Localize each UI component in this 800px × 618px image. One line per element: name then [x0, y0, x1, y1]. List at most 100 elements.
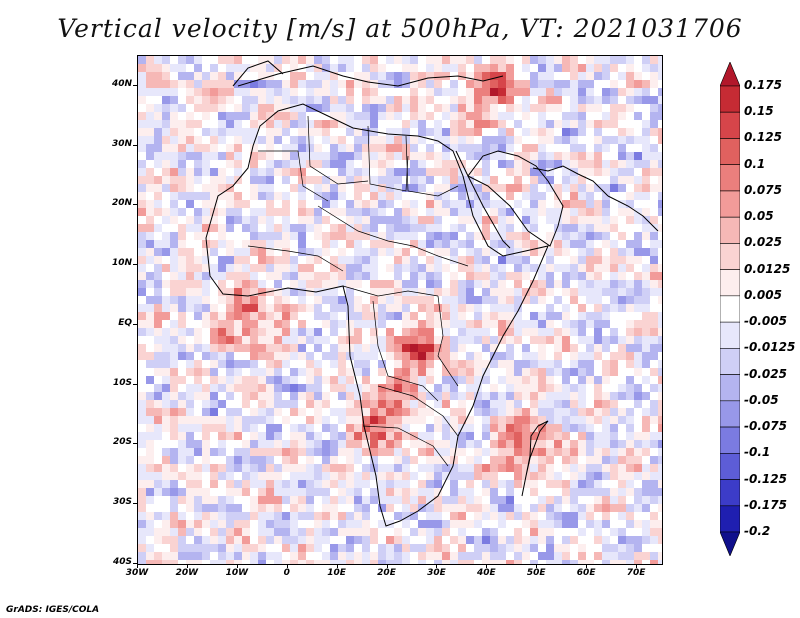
field-cell: [226, 520, 234, 528]
field-cell: [514, 264, 522, 272]
field-cell: [538, 176, 546, 184]
field-cell: [194, 72, 202, 80]
field-cell: [186, 208, 194, 216]
field-cell: [586, 408, 594, 416]
field-cell: [530, 152, 538, 160]
field-cell: [466, 336, 474, 344]
field-cell: [138, 560, 146, 564]
field-cell: [202, 288, 210, 296]
field-cell: [138, 192, 146, 200]
field-cell: [618, 376, 626, 384]
field-cell: [458, 136, 466, 144]
field-cell: [650, 488, 658, 496]
field-cell: [586, 192, 594, 200]
field-cell: [394, 80, 402, 88]
field-cell: [162, 176, 170, 184]
field-cell: [618, 368, 626, 376]
field-cell: [530, 552, 538, 560]
field-cell: [202, 80, 210, 88]
field-cell: [354, 368, 362, 376]
field-cell: [274, 384, 282, 392]
field-cell: [138, 272, 146, 280]
map-plot-area[interactable]: [137, 55, 663, 565]
field-cell: [594, 112, 602, 120]
field-cell: [658, 488, 662, 496]
field-cell: [554, 392, 562, 400]
field-cell: [522, 80, 530, 88]
field-cell: [514, 336, 522, 344]
field-cell: [514, 80, 522, 88]
field-cell: [194, 544, 202, 552]
field-cell: [162, 56, 170, 64]
field-cell: [522, 240, 530, 248]
field-cell: [274, 152, 282, 160]
field-cell: [650, 136, 658, 144]
field-cell: [610, 120, 618, 128]
field-cell: [242, 352, 250, 360]
field-cell: [218, 464, 226, 472]
field-cell: [338, 80, 346, 88]
field-cell: [250, 488, 258, 496]
field-cell: [138, 224, 146, 232]
field-cell: [298, 72, 306, 80]
field-cell: [378, 272, 386, 280]
field-cell: [610, 488, 618, 496]
field-cell: [642, 280, 650, 288]
field-cell: [186, 448, 194, 456]
field-cell: [594, 496, 602, 504]
field-cell: [466, 560, 474, 564]
field-cell: [634, 448, 642, 456]
field-cell: [474, 216, 482, 224]
field-cell: [554, 304, 562, 312]
field-cell: [266, 360, 274, 368]
field-cell: [322, 520, 330, 528]
field-cell: [474, 336, 482, 344]
field-cell: [194, 64, 202, 72]
field-cell: [354, 488, 362, 496]
field-cell: [314, 192, 322, 200]
field-cell: [530, 96, 538, 104]
field-cell: [306, 152, 314, 160]
field-cell: [522, 256, 530, 264]
field-cell: [210, 472, 218, 480]
field-cell: [538, 360, 546, 368]
field-cell: [370, 440, 378, 448]
field-cell: [474, 392, 482, 400]
field-cell: [322, 152, 330, 160]
field-cell: [490, 552, 498, 560]
field-cell: [186, 400, 194, 408]
field-cell: [530, 376, 538, 384]
field-cell: [338, 440, 346, 448]
field-cell: [554, 296, 562, 304]
field-cell: [610, 312, 618, 320]
field-cell: [514, 528, 522, 536]
field-cell: [162, 432, 170, 440]
field-cell: [594, 128, 602, 136]
field-cell: [170, 320, 178, 328]
field-cell: [634, 488, 642, 496]
field-cell: [570, 392, 578, 400]
field-cell: [554, 144, 562, 152]
field-cell: [410, 472, 418, 480]
field-cell: [306, 464, 314, 472]
field-cell: [282, 504, 290, 512]
field-cell: [650, 112, 658, 120]
field-cell: [650, 400, 658, 408]
field-cell: [202, 128, 210, 136]
field-cell: [402, 168, 410, 176]
field-cell: [530, 368, 538, 376]
field-cell: [554, 192, 562, 200]
field-cell: [274, 144, 282, 152]
field-cell: [514, 200, 522, 208]
field-cell: [242, 256, 250, 264]
field-cell: [402, 344, 410, 352]
field-cell: [530, 544, 538, 552]
field-cell: [234, 352, 242, 360]
field-cell: [642, 440, 650, 448]
field-cell: [346, 264, 354, 272]
field-cell: [626, 408, 634, 416]
field-cell: [410, 368, 418, 376]
field-cell: [314, 440, 322, 448]
lat-tick-label: EQ: [118, 317, 132, 328]
field-cell: [610, 160, 618, 168]
